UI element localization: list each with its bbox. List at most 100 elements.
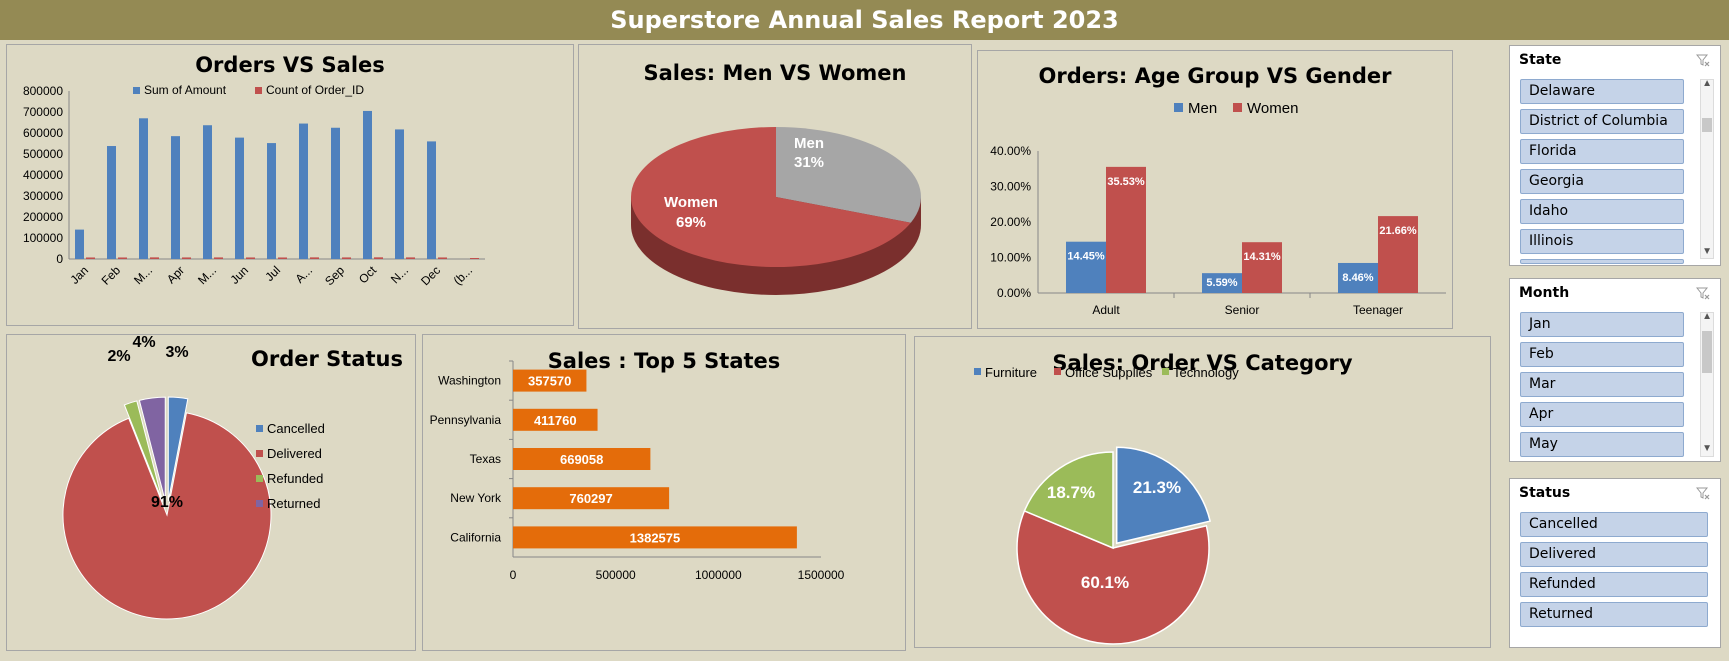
bar-sum-of-amount xyxy=(299,123,308,259)
bar-sum-of-amount xyxy=(235,137,244,259)
legend-label: Furniture xyxy=(985,365,1037,380)
legend-label: Women xyxy=(1247,100,1298,117)
slice-value-label: 2% xyxy=(107,348,130,365)
y-tick-label: New York xyxy=(450,491,502,505)
slicer-item[interactable]: Florida xyxy=(1520,139,1684,164)
x-tick-label: 1000000 xyxy=(695,568,742,582)
bar-count-of-order xyxy=(182,257,191,259)
order-status-chart: 3% 91% 2%4% Cancelled Delivered Refunded Retur… xyxy=(62,335,325,620)
slicer-item[interactable]: Cancelled xyxy=(1520,512,1708,537)
y-tick-label: 40.00% xyxy=(990,144,1031,158)
pie-slice-refunded xyxy=(123,400,164,502)
scroll-up-icon[interactable]: ▲ xyxy=(1702,78,1712,89)
slice-value-label: 60.1% xyxy=(1081,573,1129,592)
scrollbar-thumb[interactable] xyxy=(1702,118,1712,132)
scroll-down-icon[interactable]: ▼ xyxy=(1702,246,1712,257)
age-group-panel[interactable]: Orders: Age Group VS Gender 0.00% 10.00% 2… xyxy=(977,50,1453,329)
scrollbar-thumb[interactable] xyxy=(1702,331,1712,373)
pie-slice-technology xyxy=(1023,451,1114,550)
y-tick-label: 200000 xyxy=(23,210,63,224)
category-panel[interactable]: Sales: Order VS Category 21.3% 60.1% 18.7%… xyxy=(914,336,1491,648)
scroll-down-icon[interactable]: ▼ xyxy=(1702,443,1712,454)
bar-texas xyxy=(513,448,651,470)
clear-filter-icon[interactable] xyxy=(1696,53,1710,67)
slicer-item[interactable]: Georgia xyxy=(1520,169,1684,194)
legend-swatch-delivered xyxy=(256,450,263,457)
y-tick-label: Washington xyxy=(438,374,501,388)
slicer-item[interactable]: Returned xyxy=(1520,602,1708,627)
legend-swatch-women xyxy=(1233,103,1242,112)
y-tick-label: 30.00% xyxy=(990,180,1031,194)
slicer-item[interactable]: Feb xyxy=(1520,342,1684,367)
y-tick-label: 0 xyxy=(56,252,63,266)
scrollbar[interactable] xyxy=(1700,312,1714,457)
legend-swatch-furniture xyxy=(974,368,981,375)
bar-sum-of-amount xyxy=(267,143,276,259)
bar-california xyxy=(513,526,797,549)
slicer-item[interactable]: Idaho xyxy=(1520,199,1684,224)
slicer-item[interactable]: District of Columbia xyxy=(1520,109,1684,134)
slicer-item[interactable]: Jan xyxy=(1520,312,1684,337)
slicer-item[interactable]: May xyxy=(1520,432,1684,457)
slicer-item[interactable]: Delivered xyxy=(1520,542,1708,567)
x-tick-label: Sep xyxy=(322,263,347,288)
y-tick-label: 300000 xyxy=(23,189,63,203)
legend-swatch-sum-of-amount xyxy=(133,87,140,94)
clear-filter-icon[interactable] xyxy=(1696,286,1710,300)
pie-slice-returned xyxy=(138,396,166,502)
x-tick-label: (b... xyxy=(451,263,476,288)
orders-vs-sales-chart: 0 100000 200000 300000 400000 500000 600000 700… xyxy=(23,83,485,288)
men-vs-women-panel[interactable]: Sales: Men VS Women Men 31% Women 69% xyxy=(578,44,972,329)
slicer-item[interactable]: Delaware xyxy=(1520,79,1684,104)
legend-label: Sum of Amount xyxy=(144,83,227,97)
slicer-item[interactable]: Illinois xyxy=(1520,229,1684,254)
bar-men xyxy=(1202,273,1242,293)
order-status-panel[interactable]: Order Status 3% 91% 2% 4% Cancelled Delivered… xyxy=(6,334,416,651)
x-tick-label: 500000 xyxy=(596,568,636,582)
slicer-item[interactable]: Apr xyxy=(1520,402,1684,427)
month-slicer[interactable]: Month Jan Feb Mar Apr May ▲ ▼ xyxy=(1509,278,1721,462)
slicer-item[interactable]: Mar xyxy=(1520,372,1684,397)
bar-count-of-order xyxy=(118,257,127,259)
y-tick-label: California xyxy=(450,530,501,544)
scrollbar[interactable] xyxy=(1700,79,1714,259)
slice-value-label: 4% xyxy=(132,335,155,351)
legend-label: Refunded xyxy=(267,471,323,486)
chart-title: Sales : Top 5 States xyxy=(547,349,781,373)
bar-sum-of-amount xyxy=(107,146,116,259)
slice-label-name: Men xyxy=(794,135,824,152)
data-label: 669058 xyxy=(560,452,603,467)
bar-sum-of-amount xyxy=(139,118,148,259)
x-tick-label: M... xyxy=(131,263,155,287)
orders-vs-sales-panel[interactable]: Orders VS Sales 0 100000 200000 300000 40000… xyxy=(6,44,574,326)
clear-filter-icon[interactable] xyxy=(1696,486,1710,500)
x-tick-label: Teenager xyxy=(1353,303,1403,317)
legend-swatch-refunded xyxy=(256,475,263,482)
bar-count-of-order xyxy=(278,257,287,259)
bar-sum-of-amount xyxy=(331,127,340,259)
bar-count-of-order xyxy=(150,257,159,259)
legend-label: Delivered xyxy=(267,446,322,461)
men-vs-women-chart: Men 31% Women 69% xyxy=(631,127,921,295)
data-label: 411760 xyxy=(534,413,577,428)
top-states-chart: 357570 Washington 411760 Pennsylvania 669058… xyxy=(430,360,845,582)
top-states-panel[interactable]: Sales : Top 5 States 357570 Washington 411… xyxy=(422,334,906,651)
bar-count-of-order xyxy=(406,257,415,259)
bar-count-of-order xyxy=(342,257,351,259)
status-slicer[interactable]: Status Cancelled Delivered Refunded Retu… xyxy=(1509,478,1721,648)
bar-sum-of-amount xyxy=(427,141,436,259)
x-tick-label: 1500000 xyxy=(798,568,845,582)
slicer-item[interactable]: Refunded xyxy=(1520,572,1708,597)
x-tick-label: Dec xyxy=(418,263,443,288)
state-slicer[interactable]: State Delaware District of Columbia Flor… xyxy=(1509,45,1721,266)
y-tick-label: 0.00% xyxy=(997,286,1031,300)
scroll-up-icon[interactable]: ▲ xyxy=(1702,311,1712,322)
legend-swatch-technology xyxy=(1162,368,1169,375)
pie-slice-delivered xyxy=(62,412,272,620)
data-label: 21.66% xyxy=(1379,225,1417,237)
data-label: 14.31% xyxy=(1243,251,1281,263)
status-slicer-title: Status xyxy=(1519,485,1571,501)
bar-sum-of-amount xyxy=(171,136,180,259)
y-tick-label: 100000 xyxy=(23,231,63,245)
chart-title: Orders: Age Group VS Gender xyxy=(1038,64,1392,88)
